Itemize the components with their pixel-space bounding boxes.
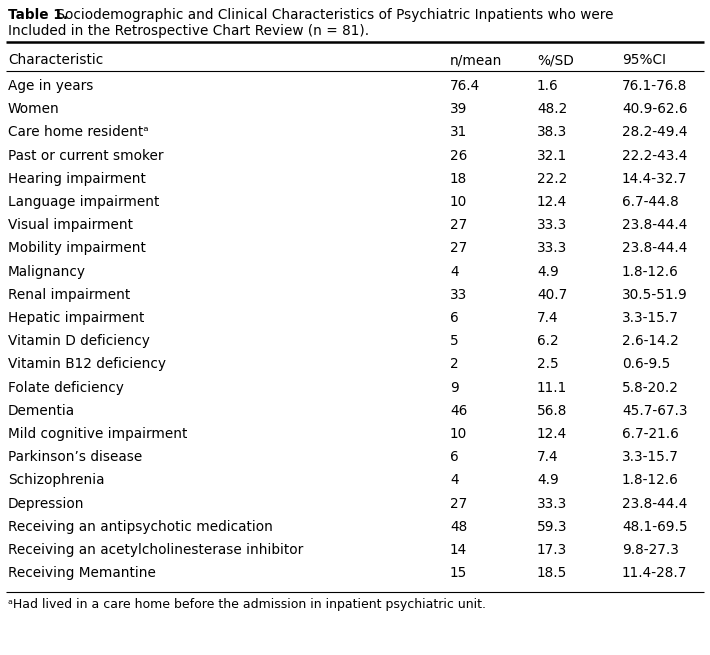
- Text: 45.7-67.3: 45.7-67.3: [622, 403, 687, 418]
- Text: 7.4: 7.4: [537, 311, 559, 325]
- Text: Vitamin B12 deficiency: Vitamin B12 deficiency: [8, 358, 166, 371]
- Text: Past or current smoker: Past or current smoker: [8, 149, 163, 162]
- Text: Mobility impairment: Mobility impairment: [8, 242, 146, 255]
- Text: Receiving an acetylcholinesterase inhibitor: Receiving an acetylcholinesterase inhibi…: [8, 543, 303, 557]
- Text: 6.2: 6.2: [537, 334, 559, 348]
- Text: 4.9: 4.9: [537, 265, 559, 278]
- Text: 31: 31: [450, 125, 467, 140]
- Text: 59.3: 59.3: [537, 520, 567, 534]
- Text: Depression: Depression: [8, 496, 84, 511]
- Text: 14.4-32.7: 14.4-32.7: [622, 172, 687, 186]
- Text: Schizophrenia: Schizophrenia: [8, 474, 104, 487]
- Text: 3.3-15.7: 3.3-15.7: [622, 450, 679, 464]
- Text: 14: 14: [450, 543, 467, 557]
- Text: Characteristic: Characteristic: [8, 53, 103, 67]
- Text: 30.5-51.9: 30.5-51.9: [622, 288, 688, 302]
- Text: 12.4: 12.4: [537, 195, 567, 209]
- Text: n/mean: n/mean: [450, 53, 503, 67]
- Text: 4: 4: [450, 474, 459, 487]
- Text: 7.4: 7.4: [537, 450, 559, 464]
- Text: 6: 6: [450, 311, 459, 325]
- Text: 1.8-12.6: 1.8-12.6: [622, 474, 679, 487]
- Text: 27: 27: [450, 242, 467, 255]
- Text: 56.8: 56.8: [537, 403, 567, 418]
- Text: 5.8-20.2: 5.8-20.2: [622, 381, 679, 394]
- Text: 40.9-62.6: 40.9-62.6: [622, 102, 687, 116]
- Text: 23.8-44.4: 23.8-44.4: [622, 496, 687, 511]
- Text: 40.7: 40.7: [537, 288, 567, 302]
- Text: 33.3: 33.3: [537, 218, 567, 233]
- Text: 5: 5: [450, 334, 459, 348]
- Text: Parkinson’s disease: Parkinson’s disease: [8, 450, 142, 464]
- Text: 76.1-76.8: 76.1-76.8: [622, 79, 687, 93]
- Text: 22.2-43.4: 22.2-43.4: [622, 149, 687, 162]
- Text: 9: 9: [450, 381, 459, 394]
- Text: 6: 6: [450, 450, 459, 464]
- Text: 9.8-27.3: 9.8-27.3: [622, 543, 679, 557]
- Text: 38.3: 38.3: [537, 125, 567, 140]
- Text: 10: 10: [450, 427, 467, 441]
- Text: 15: 15: [450, 566, 467, 580]
- Text: Mild cognitive impairment: Mild cognitive impairment: [8, 427, 187, 441]
- Text: 76.4: 76.4: [450, 79, 480, 93]
- Text: Vitamin D deficiency: Vitamin D deficiency: [8, 334, 150, 348]
- Text: 6.7-44.8: 6.7-44.8: [622, 195, 679, 209]
- Text: 18: 18: [450, 172, 467, 186]
- Text: 1.8-12.6: 1.8-12.6: [622, 265, 679, 278]
- Text: 4.9: 4.9: [537, 474, 559, 487]
- Text: 48.2: 48.2: [537, 102, 567, 116]
- Text: Visual impairment: Visual impairment: [8, 218, 133, 233]
- Text: Age in years: Age in years: [8, 79, 94, 93]
- Text: Renal impairment: Renal impairment: [8, 288, 130, 302]
- Text: 2: 2: [450, 358, 459, 371]
- Text: 26: 26: [450, 149, 467, 162]
- Text: Language impairment: Language impairment: [8, 195, 159, 209]
- Text: Dementia: Dementia: [8, 403, 75, 418]
- Text: 4: 4: [450, 265, 459, 278]
- Text: Sociodemographic and Clinical Characteristics of Psychiatric Inpatients who were: Sociodemographic and Clinical Characteri…: [52, 8, 613, 22]
- Text: 27: 27: [450, 218, 467, 233]
- Text: Hepatic impairment: Hepatic impairment: [8, 311, 144, 325]
- Text: 33: 33: [450, 288, 467, 302]
- Text: 11.1: 11.1: [537, 381, 567, 394]
- Text: 22.2: 22.2: [537, 172, 567, 186]
- Text: 1.6: 1.6: [537, 79, 559, 93]
- Text: 33.3: 33.3: [537, 496, 567, 511]
- Text: Malignancy: Malignancy: [8, 265, 86, 278]
- Text: 23.8-44.4: 23.8-44.4: [622, 218, 687, 233]
- Text: Women: Women: [8, 102, 60, 116]
- Text: 32.1: 32.1: [537, 149, 567, 162]
- Text: Hearing impairment: Hearing impairment: [8, 172, 146, 186]
- Text: Receiving Memantine: Receiving Memantine: [8, 566, 156, 580]
- Text: 18.5: 18.5: [537, 566, 567, 580]
- Text: 0.6-9.5: 0.6-9.5: [622, 358, 670, 371]
- Text: 48.1-69.5: 48.1-69.5: [622, 520, 687, 534]
- Text: 95%CI: 95%CI: [622, 53, 666, 67]
- Text: Included in the Retrospective Chart Review (n = 81).: Included in the Retrospective Chart Revi…: [8, 24, 369, 38]
- Text: ᵃHad lived in a care home before the admission in inpatient psychiatric unit.: ᵃHad lived in a care home before the adm…: [8, 599, 486, 611]
- Text: %/SD: %/SD: [537, 53, 574, 67]
- Text: 33.3: 33.3: [537, 242, 567, 255]
- Text: 10: 10: [450, 195, 467, 209]
- Text: 48: 48: [450, 520, 467, 534]
- Text: 27: 27: [450, 496, 467, 511]
- Text: 3.3-15.7: 3.3-15.7: [622, 311, 679, 325]
- Text: 28.2-49.4: 28.2-49.4: [622, 125, 687, 140]
- Text: 17.3: 17.3: [537, 543, 567, 557]
- Text: 11.4-28.7: 11.4-28.7: [622, 566, 687, 580]
- Text: Folate deficiency: Folate deficiency: [8, 381, 124, 394]
- Text: Table 1.: Table 1.: [8, 8, 68, 22]
- Text: 6.7-21.6: 6.7-21.6: [622, 427, 679, 441]
- Text: 46: 46: [450, 403, 467, 418]
- Text: Receiving an antipsychotic medication: Receiving an antipsychotic medication: [8, 520, 273, 534]
- Text: 12.4: 12.4: [537, 427, 567, 441]
- Text: 39: 39: [450, 102, 467, 116]
- Text: Care home residentᵃ: Care home residentᵃ: [8, 125, 148, 140]
- Text: 23.8-44.4: 23.8-44.4: [622, 242, 687, 255]
- Text: 2.5: 2.5: [537, 358, 559, 371]
- Text: 2.6-14.2: 2.6-14.2: [622, 334, 679, 348]
